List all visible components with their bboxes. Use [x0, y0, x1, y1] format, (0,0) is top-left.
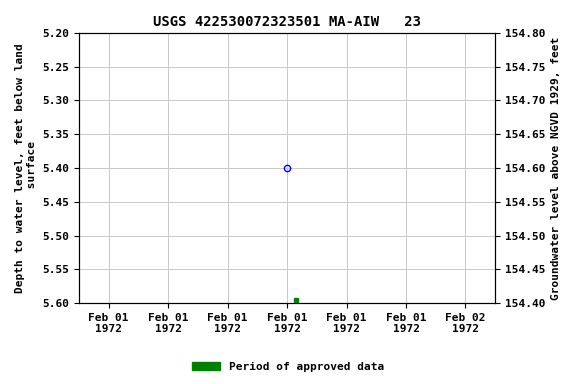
Y-axis label: Depth to water level, feet below land
 surface: Depth to water level, feet below land su… [15, 43, 37, 293]
Y-axis label: Groundwater level above NGVD 1929, feet: Groundwater level above NGVD 1929, feet [551, 36, 561, 300]
Legend: Period of approved data: Period of approved data [188, 358, 388, 377]
Title: USGS 422530072323501 MA-AIW   23: USGS 422530072323501 MA-AIW 23 [153, 15, 421, 29]
